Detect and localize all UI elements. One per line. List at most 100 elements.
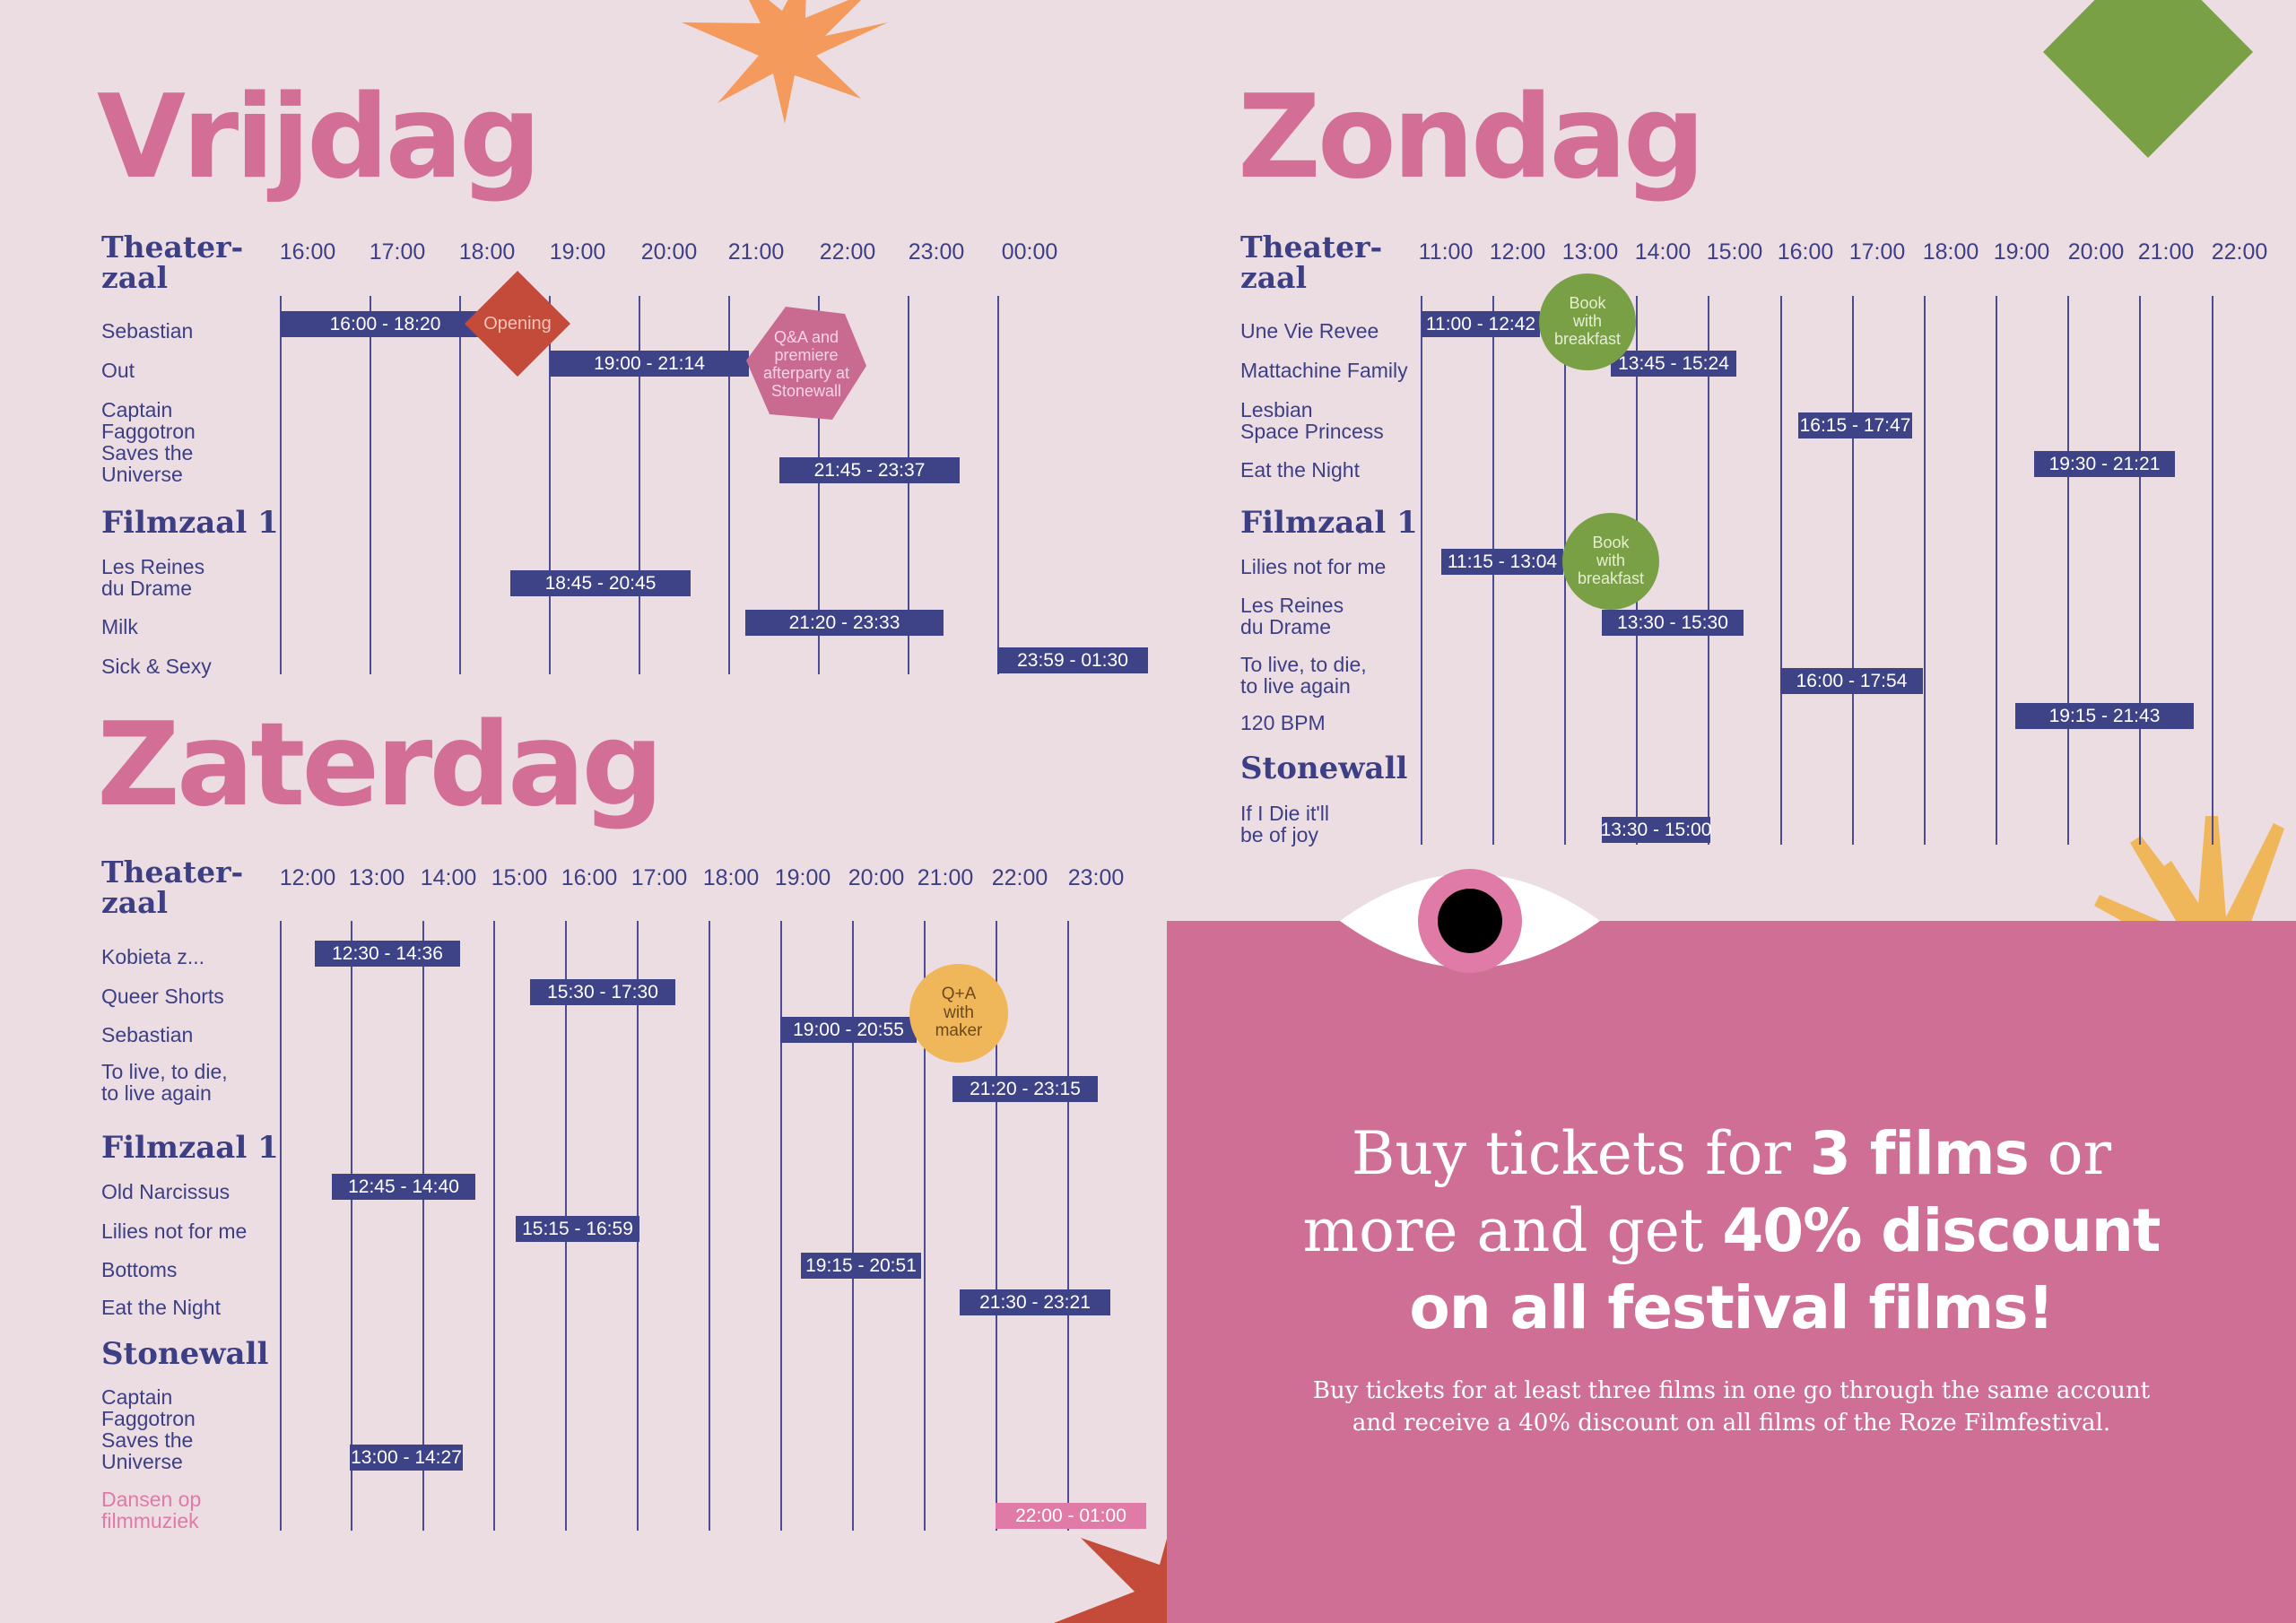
screening-time-bar[interactable]: 15:30 - 17:30 xyxy=(530,979,675,1005)
time-tick: 19:00 xyxy=(1993,239,2050,265)
film-title: Les Reines du Drame xyxy=(1240,594,1344,638)
screening-time-bar[interactable]: 16:00 - 18:20 xyxy=(281,311,490,337)
screening-time-bar[interactable]: 13:30 - 15:30 xyxy=(1602,610,1744,636)
hour-gridline xyxy=(728,296,730,674)
hour-gridline xyxy=(1708,296,1709,845)
screening-time-bar[interactable]: 21:30 - 23:21 xyxy=(960,1289,1110,1315)
hour-gridline xyxy=(1996,296,1997,845)
hour-gridline xyxy=(370,296,371,674)
film-title: Kobieta z... xyxy=(101,945,205,968)
time-tick: 15:00 xyxy=(1706,239,1763,265)
screening-time-bar[interactable]: 13:30 - 15:00 xyxy=(1601,817,1711,843)
time-tick: 13:00 xyxy=(348,865,405,890)
time-tick: 14:00 xyxy=(420,865,477,890)
screening-time-bar[interactable]: 22:00 - 01:00 xyxy=(996,1503,1146,1529)
screening-time-bar[interactable]: 19:15 - 20:51 xyxy=(801,1253,921,1279)
time-tick: 18:00 xyxy=(702,865,760,890)
film-title: Old Narcissus xyxy=(101,1180,230,1203)
hour-gridline xyxy=(2212,296,2213,845)
screening-time-bar[interactable]: 19:15 - 21:43 xyxy=(2015,703,2194,729)
hour-gridline xyxy=(280,296,282,674)
film-title: Sebastian xyxy=(101,319,194,343)
hour-gridline xyxy=(996,921,997,1531)
hour-gridline xyxy=(1924,296,1926,845)
screening-time-bar[interactable]: 21:45 - 23:37 xyxy=(779,457,960,483)
hall-heading-stonewall: Stonewall xyxy=(1240,751,1408,786)
promo-text: more and get xyxy=(1302,1196,1723,1265)
film-title: Queer Shorts xyxy=(101,985,224,1008)
screening-time-bar[interactable]: 19:00 - 20:55 xyxy=(780,1017,917,1043)
time-tick: 14:00 xyxy=(1634,239,1692,265)
film-title: To live, to die, to live again xyxy=(101,1060,228,1105)
time-tick: 16:00 xyxy=(279,239,336,265)
hour-gridline xyxy=(852,921,854,1531)
screening-time-bar[interactable]: 12:45 - 14:40 xyxy=(332,1174,475,1200)
time-tick: 00:00 xyxy=(1001,239,1058,265)
promo-subtext: Buy tickets for at least three films in … xyxy=(1167,1375,2296,1439)
screening-time-bar[interactable]: 11:00 - 12:42 xyxy=(1422,311,1540,337)
time-tick: 20:00 xyxy=(848,865,905,890)
qa-maker-badge: Q+A with maker xyxy=(909,964,1008,1063)
film-title: Out xyxy=(101,359,135,382)
time-tick: 19:00 xyxy=(774,865,831,890)
hour-gridline xyxy=(549,296,551,674)
time-tick: 23:00 xyxy=(1067,865,1125,890)
screening-time-bar[interactable]: 19:30 - 21:21 xyxy=(2034,451,2175,477)
film-title: Captain Faggotron Saves the Universe xyxy=(101,1385,196,1473)
hour-gridline xyxy=(639,296,640,674)
hall-heading-stonewall: Stonewall xyxy=(101,1336,269,1372)
hour-gridline xyxy=(908,296,909,674)
screening-time-bar[interactable]: 12:30 - 14:36 xyxy=(315,941,460,967)
time-tick: 17:00 xyxy=(1848,239,1906,265)
time-tick: 16:00 xyxy=(1777,239,1834,265)
hour-gridline xyxy=(924,921,926,1531)
screening-time-bar[interactable]: 11:15 - 13:04 xyxy=(1441,549,1563,575)
film-title: Dansen op filmmuziek xyxy=(101,1488,202,1532)
promo-text: Buy tickets for xyxy=(1351,1119,1810,1188)
screening-time-bar[interactable]: 21:20 - 23:33 xyxy=(745,610,944,636)
hour-gridline xyxy=(1421,296,1422,845)
time-tick: 20:00 xyxy=(640,239,698,265)
hour-gridline xyxy=(709,921,710,1531)
screening-time-bar[interactable]: 15:15 - 16:59 xyxy=(516,1216,639,1242)
promo-highlight: 3 films xyxy=(1809,1119,2030,1188)
film-title: Milk xyxy=(101,615,138,638)
film-title: Eat the Night xyxy=(101,1296,221,1319)
day-title-vrijdag: Vrijdag xyxy=(97,71,542,204)
film-title: If I Die it'll be of joy xyxy=(1240,802,1329,846)
time-tick: 22:00 xyxy=(819,239,876,265)
time-tick: 21:00 xyxy=(2137,239,2195,265)
screening-time-bar[interactable]: 21:20 - 23:15 xyxy=(952,1076,1098,1102)
promo-headline: Buy tickets for 3 films or more and get … xyxy=(1167,1115,2296,1347)
screening-time-bar[interactable]: 23:59 - 01:30 xyxy=(997,647,1148,673)
time-tick: 17:00 xyxy=(369,239,426,265)
hour-gridline xyxy=(280,921,282,1531)
hour-gridline xyxy=(1852,296,1854,845)
time-tick: 21:00 xyxy=(727,239,785,265)
time-tick: 21:00 xyxy=(917,865,974,890)
hexagon-icon xyxy=(746,307,866,420)
green-diamond-icon xyxy=(2043,0,2253,158)
screening-time-bar[interactable]: 13:00 - 14:27 xyxy=(350,1445,463,1471)
film-title: Une Vie Revee xyxy=(1240,319,1379,343)
hour-gridline xyxy=(459,296,461,674)
screening-time-bar[interactable]: 13:45 - 15:24 xyxy=(1611,351,1736,377)
time-tick: 16:00 xyxy=(561,865,618,890)
hour-gridline xyxy=(1780,296,1782,845)
time-tick: 17:00 xyxy=(631,865,688,890)
film-title: Lilies not for me xyxy=(101,1219,248,1243)
day-title-zondag: Zondag xyxy=(1238,71,1705,204)
screening-time-bar[interactable]: 16:00 - 17:54 xyxy=(1780,668,1923,694)
time-tick: 20:00 xyxy=(2067,239,2125,265)
hall-heading-theaterzaal: Theater- zaal xyxy=(1240,230,1383,296)
promo-subtext-line: and receive a 40% discount on all films … xyxy=(1352,1410,2111,1436)
screening-time-bar[interactable]: 16:15 - 17:47 xyxy=(1798,412,1912,438)
time-tick: 23:00 xyxy=(908,239,965,265)
promo-highlight: 40% discount xyxy=(1722,1196,2161,1265)
screening-time-bar[interactable]: 18:45 - 20:45 xyxy=(510,570,691,596)
breakfast-badge: Book with breakfast xyxy=(1562,513,1659,610)
promo-text: or xyxy=(2028,1119,2112,1188)
promo-subtext-line: Buy tickets for at least three films in … xyxy=(1312,1377,2151,1404)
film-title: Eat the Night xyxy=(1240,458,1360,482)
screening-time-bar[interactable]: 19:00 - 21:14 xyxy=(550,351,749,377)
